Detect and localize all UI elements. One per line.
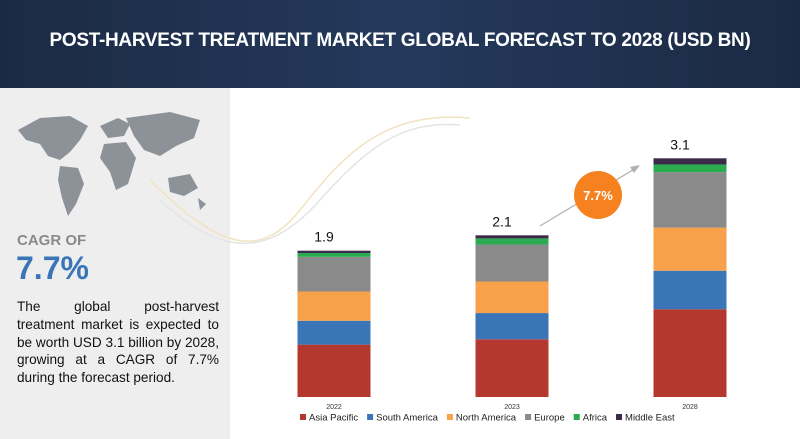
bar-segment	[653, 164, 727, 173]
legend-label: Europe	[534, 413, 565, 424]
total-label: 2.1	[492, 213, 512, 229]
decor-curve	[149, 116, 471, 242]
bar-segment	[475, 313, 549, 340]
bar-segment	[653, 158, 727, 165]
bar-segment	[475, 244, 549, 282]
legend-swatch	[367, 414, 374, 420]
bar-segment	[297, 320, 371, 345]
legend-label: North America	[456, 413, 517, 424]
cagr-value: 7.7%	[16, 250, 89, 286]
x-tick-label: 2028	[682, 404, 698, 411]
decor-curve	[159, 123, 461, 245]
badge-label: 7.7%	[583, 188, 613, 203]
legend-label: Middle East	[625, 413, 675, 424]
total-label: 3.1	[670, 136, 690, 152]
bar-segment	[475, 235, 549, 239]
description: The global post-harvest treatment market…	[17, 299, 219, 386]
bar-segment	[475, 281, 549, 314]
bar-segment	[653, 309, 727, 397]
legend-label: Asia Pacific	[309, 413, 358, 424]
legend-swatch	[573, 414, 580, 420]
header: POST-HARVEST TREATMENT MARKET GLOBAL FOR…	[0, 0, 800, 88]
legend-label: South America	[376, 413, 438, 424]
bar-segment	[297, 291, 371, 321]
legend-swatch	[300, 414, 306, 420]
bar-segment	[475, 238, 549, 245]
cagr-label: CAGR OF	[17, 232, 87, 249]
bar-segment	[653, 270, 727, 310]
legend-swatch	[525, 414, 532, 420]
bar-segment	[653, 172, 727, 228]
chart-title: POST-HARVEST TREATMENT MARKET GLOBAL FOR…	[49, 30, 751, 51]
bar-segment	[297, 250, 371, 254]
x-tick-label: 2023	[504, 404, 520, 411]
world-map	[18, 112, 206, 216]
bar-segment	[653, 227, 727, 271]
bar-segment	[297, 256, 371, 292]
legend-swatch	[446, 414, 453, 420]
badge	[574, 171, 622, 219]
arrow-head	[630, 165, 640, 173]
bar-segment	[297, 344, 371, 397]
legend-label: Africa	[583, 413, 608, 424]
total-label: 1.9	[314, 229, 334, 245]
bar-segment	[475, 339, 549, 397]
legend-swatch	[616, 414, 623, 420]
x-tick-label: 2022	[326, 404, 342, 411]
bar-segment	[297, 253, 371, 257]
